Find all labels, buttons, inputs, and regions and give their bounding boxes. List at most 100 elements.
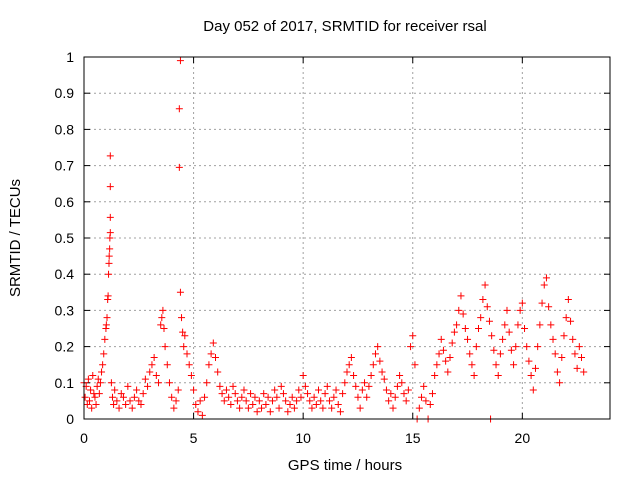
data-point [496, 350, 504, 358]
data-point [130, 393, 138, 401]
data-point [525, 357, 533, 365]
data-point [332, 386, 340, 394]
data-point [418, 393, 426, 401]
data-point [107, 379, 115, 387]
data-point [490, 346, 498, 354]
data-point [389, 404, 397, 412]
data-point [380, 375, 388, 383]
chart-title: Day 052 of 2017, SRMTID for receiver rsa… [203, 18, 486, 35]
data-point [523, 343, 531, 351]
data-point [146, 368, 154, 376]
y-tick-label: 0.6 [55, 194, 75, 210]
data-point [455, 306, 463, 314]
x-tick-label: 0 [80, 430, 88, 446]
data-point [485, 317, 493, 325]
data-point [258, 404, 266, 412]
data-point [367, 372, 375, 380]
data-point [115, 404, 123, 412]
x-tick-label: 15 [405, 430, 421, 446]
data-point [205, 361, 213, 369]
data-point [128, 404, 136, 412]
y-tick-label: 0.1 [55, 375, 75, 391]
data-point [113, 397, 121, 405]
data-point [382, 386, 390, 394]
data-point [137, 401, 145, 409]
data-point [183, 350, 191, 358]
y-tick-label: 1 [66, 49, 74, 65]
data-point [446, 353, 454, 361]
data-point [426, 401, 434, 409]
data-point [220, 397, 228, 405]
plot-frame [83, 56, 611, 420]
data-point [277, 382, 285, 390]
data-point [569, 335, 577, 343]
data-point [94, 375, 102, 383]
data-point [378, 368, 386, 376]
data-point [499, 335, 507, 343]
data-point [271, 386, 279, 394]
data-point [175, 163, 183, 171]
data-point [468, 361, 476, 369]
data-point [459, 310, 467, 318]
data-point [558, 353, 566, 361]
data-point [158, 314, 166, 322]
data-point [503, 306, 511, 314]
data-point [163, 361, 171, 369]
data-point [106, 183, 114, 191]
data-point [310, 393, 318, 401]
data-point [339, 390, 347, 398]
data-point [536, 321, 544, 329]
data-point [420, 382, 428, 390]
data-point [553, 368, 561, 376]
data-point [437, 335, 445, 343]
data-point [505, 328, 513, 336]
data-point [439, 346, 447, 354]
data-point [564, 296, 572, 304]
data-point [435, 350, 443, 358]
data-point [159, 306, 167, 314]
data-point [172, 397, 180, 405]
data-point [249, 401, 257, 409]
data-point [411, 361, 419, 369]
data-point [571, 350, 579, 358]
data-point [124, 382, 132, 390]
data-point [483, 303, 491, 311]
data-point [198, 411, 206, 419]
data-point [358, 386, 366, 394]
data-point [304, 390, 312, 398]
data-point [315, 386, 323, 394]
axis-ticks: 00.10.20.30.40.50.60.70.80.910 5 10 15 20 [55, 49, 610, 446]
data-point [444, 368, 452, 376]
data-point [560, 332, 568, 340]
data-point [216, 382, 224, 390]
data-point [510, 361, 518, 369]
data-point [212, 353, 219, 361]
data-point [472, 343, 480, 351]
data-point [578, 353, 586, 361]
data-point [385, 397, 393, 405]
data-point [354, 393, 362, 401]
data-point [117, 390, 125, 398]
data-point [321, 390, 329, 398]
data-point [409, 332, 417, 340]
y-tick-label: 0.8 [55, 121, 75, 137]
y-axis-label: SRMTID / TECUs [7, 179, 24, 297]
data-point [119, 393, 127, 401]
data-point [176, 288, 184, 296]
data-point [242, 397, 250, 405]
data-point [365, 382, 373, 390]
data-point [545, 303, 553, 311]
data-point [84, 375, 92, 383]
y-tick-label: 0.9 [55, 85, 75, 101]
data-point [398, 379, 406, 387]
data-point [100, 350, 108, 358]
data-point [279, 390, 287, 398]
data-point [374, 343, 382, 351]
data-point [247, 390, 255, 398]
data-point [422, 397, 430, 405]
data-point [567, 317, 575, 325]
data-point [431, 372, 439, 380]
data-point [133, 386, 141, 394]
data-point [547, 321, 555, 329]
